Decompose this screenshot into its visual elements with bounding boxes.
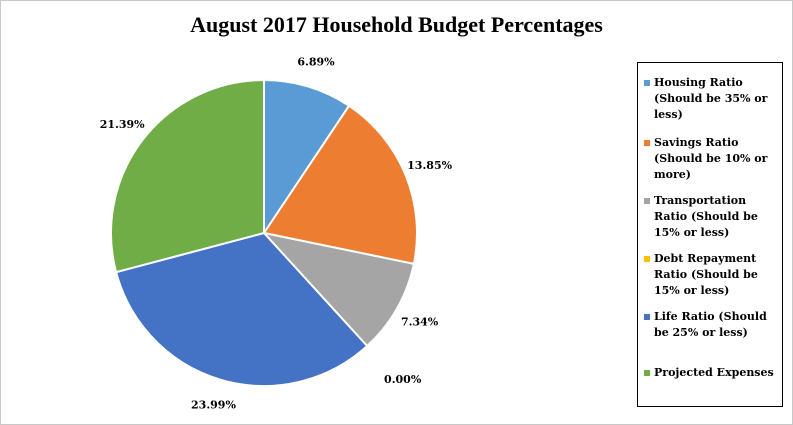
legend-item-savings: Savings Ratio (Should be 10% or more) [644,135,780,183]
data-label-projected-expenses: 21.39% [100,118,145,131]
data-label-housing: 6.89% [297,56,335,69]
legend-item-transportation: Transportation Ratio (Should be 15% or l… [644,193,780,241]
legend-label: Projected Expenses [654,366,774,379]
legend-label: Savings Ratio (Should be 10% or more) [654,136,768,181]
pie-slice-life [114,231,369,387]
legend-item-debt-repayment: Debt Repayment Ratio (Should be 15% or l… [644,251,780,299]
legend-label: Transportation Ratio (Should be 15% or l… [654,194,758,239]
legend-label: Housing Ratio (Should be 35% or less) [654,76,768,121]
legend-item-housing: Housing Ratio (Should be 35% or less) [644,75,780,123]
data-label-debt-repayment: 0.00% [384,373,422,386]
legend-swatch [644,80,650,86]
data-label-transportation: 7.34% [401,315,439,328]
pie-slice-savings [262,104,418,266]
data-label-savings: 13.85% [407,159,452,172]
pie-slice-housing [263,78,351,237]
chart-title: August 2017 Household Budget Percentages [190,12,603,37]
legend-item-life: Life Ratio (Should be 25% or less) [644,309,780,341]
pie-slice-projected-expenses [110,78,265,274]
data-label-life: 23.99% [191,399,236,412]
legend: Housing Ratio (Should be 35% or less) Sa… [637,62,783,407]
legend-label: Debt Repayment Ratio (Should be 15% or l… [654,252,758,297]
legend-swatch [644,256,650,262]
legend-swatch [644,370,650,376]
legend-item-projected-expenses: Projected Expenses [644,365,780,381]
legend-swatch [644,314,650,320]
legend-swatch [644,198,650,204]
legend-swatch [644,140,650,146]
pie-slice-transportation [261,231,416,348]
legend-label: Life Ratio (Should be 25% or less) [654,310,767,339]
